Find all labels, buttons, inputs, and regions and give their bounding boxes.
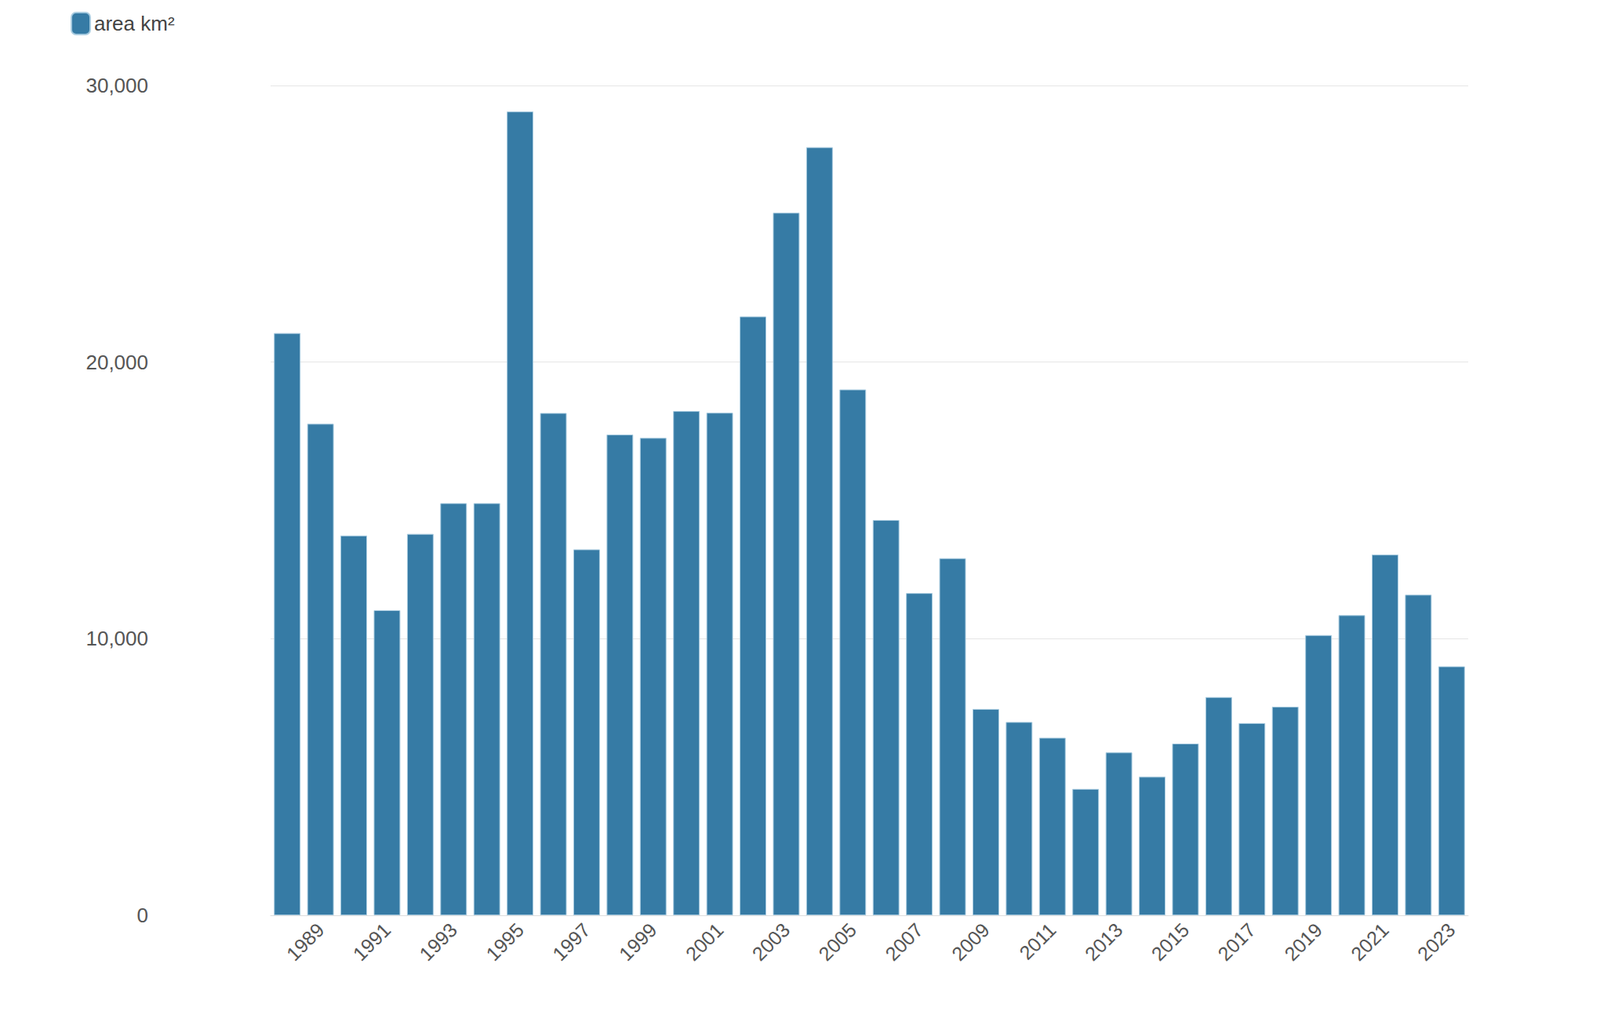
svg-text:1995: 1995 xyxy=(481,918,528,965)
svg-text:2017: 2017 xyxy=(1213,918,1260,965)
svg-text:1989: 1989 xyxy=(281,918,328,965)
svg-text:2011: 2011 xyxy=(1014,918,1061,964)
svg-text:2001: 2001 xyxy=(680,918,728,965)
svg-text:10,000: 10,000 xyxy=(85,626,149,651)
svg-text:area km²: area km² xyxy=(94,11,175,36)
svg-text:2019: 2019 xyxy=(1280,918,1327,965)
svg-text:1999: 1999 xyxy=(614,918,662,965)
svg-text:1997: 1997 xyxy=(548,918,595,965)
svg-text:2007: 2007 xyxy=(880,918,928,965)
svg-text:2015: 2015 xyxy=(1146,918,1193,965)
svg-text:2009: 2009 xyxy=(947,918,994,965)
svg-text:2003: 2003 xyxy=(747,918,794,965)
svg-text:2005: 2005 xyxy=(814,918,861,965)
svg-text:1991: 1991 xyxy=(348,918,395,965)
svg-text:1993: 1993 xyxy=(414,918,462,965)
svg-text:2023: 2023 xyxy=(1413,918,1460,965)
svg-text:30,000: 30,000 xyxy=(85,73,149,98)
svg-text:0: 0 xyxy=(137,903,149,928)
svg-text:2021: 2021 xyxy=(1346,918,1393,965)
svg-text:20,000: 20,000 xyxy=(85,350,149,375)
svg-text:2013: 2013 xyxy=(1080,918,1127,965)
